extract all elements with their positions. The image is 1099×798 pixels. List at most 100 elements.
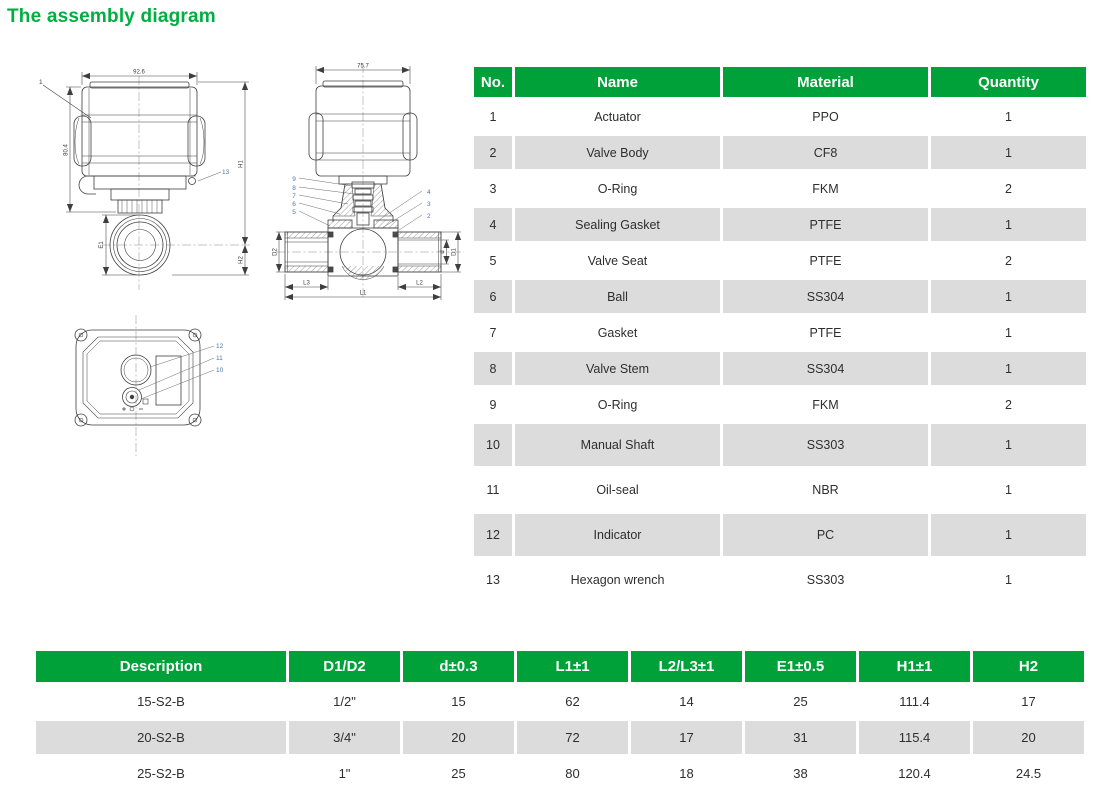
table-row: 25-S2-B 1" 25 80 18 38 120.4 24.5 — [36, 757, 1084, 790]
table-cell: 20-S2-B — [36, 721, 286, 754]
table-cell: Hexagon wrench — [515, 559, 720, 601]
top-view-leaders — [138, 345, 215, 400]
table-cell: 2 — [931, 244, 1086, 277]
table-cell: PPO — [723, 100, 928, 133]
table-cell: 3 — [474, 172, 512, 205]
table-cell: 13 — [474, 559, 512, 601]
dim-h2-label: H2 — [239, 256, 245, 264]
parts-table: No. Name Material Quantity 1 Actuator PPO 1… — [471, 64, 1089, 604]
table-cell: 3/4" — [289, 721, 400, 754]
table-cell: Valve Stem — [515, 352, 720, 385]
dims-header-l2l3: L2/L3±1 — [631, 651, 742, 682]
dims-header-d: d±0.3 — [403, 651, 514, 682]
callout-number: 12 — [216, 343, 224, 350]
table-cell: 2 — [931, 172, 1086, 205]
table-cell: 1 — [931, 280, 1086, 313]
table-cell: PTFE — [723, 208, 928, 241]
side-view-centerlines — [276, 64, 464, 299]
dim-l1-label: L1 — [360, 291, 367, 297]
table-cell: Indicator — [515, 514, 720, 556]
table-cell: 1/2" — [289, 685, 400, 718]
table-cell: 31 — [745, 721, 856, 754]
dim-d-label: d — [440, 250, 446, 253]
table-cell: 14 — [631, 685, 742, 718]
callout-number: 3 — [427, 201, 431, 208]
table-cell: 1 — [931, 352, 1086, 385]
table-cell: 25 — [403, 757, 514, 790]
table-cell: 25-S2-B — [36, 757, 286, 790]
table-cell: 1 — [931, 136, 1086, 169]
dims-header-h2: H2 — [973, 651, 1084, 682]
dims-header-d1d2: D1/D2 — [289, 651, 400, 682]
parts-header-name: Name — [515, 67, 720, 97]
table-row: 3 O-Ring FKM 2 — [474, 172, 1086, 205]
front-view-centerlines — [102, 76, 250, 290]
table-cell: PTFE — [723, 244, 928, 277]
table-cell: 2 — [931, 388, 1086, 421]
table-cell: 111.4 — [859, 685, 970, 718]
table-row: 6 Ball SS304 1 — [474, 280, 1086, 313]
table-cell: 17 — [631, 721, 742, 754]
table-cell: 1 — [931, 100, 1086, 133]
table-cell: 1 — [931, 316, 1086, 349]
front-view-labels: 92.6 80.4 H1 H2 E1 1 13 — [39, 70, 245, 264]
table-cell: 2 — [474, 136, 512, 169]
table-cell: Oil-seal — [515, 469, 720, 511]
table-cell: 8 — [474, 352, 512, 385]
table-cell: 1 — [931, 514, 1086, 556]
table-cell: 25 — [745, 685, 856, 718]
table-cell: 4 — [474, 208, 512, 241]
dim-l3-label: L3 — [303, 281, 310, 287]
parts-header-no: No. — [474, 67, 512, 97]
table-cell: SS304 — [723, 280, 928, 313]
table-cell: Gasket — [515, 316, 720, 349]
table-cell: 38 — [745, 757, 856, 790]
table-cell: PTFE — [723, 316, 928, 349]
table-cell: 1" — [289, 757, 400, 790]
dims-header-l1: L1±1 — [517, 651, 628, 682]
table-cell: Valve Seat — [515, 244, 720, 277]
callout-number: 6 — [292, 201, 296, 208]
dims-header-h1: H1±1 — [859, 651, 970, 682]
table-cell: 1 — [931, 424, 1086, 466]
table-cell: 115.4 — [859, 721, 970, 754]
callout-number: 7 — [292, 193, 296, 200]
table-cell: 5 — [474, 244, 512, 277]
table-cell: 11 — [474, 469, 512, 511]
parts-header-quantity: Quantity — [931, 67, 1086, 97]
side-section-view-drawing: 75.7 L3 L2 L1 D2 d D1 9 8 7 6 5 4 3 2 — [273, 64, 464, 301]
dim-l2-label: L2 — [416, 281, 423, 287]
side-view-dimensions — [275, 66, 462, 301]
callout-number: 8 — [292, 185, 296, 192]
dimensions-table: Description D1/D2 d±0.3 L1±1 L2/L3±1 E1±… — [33, 648, 1087, 793]
table-cell: 1 — [931, 559, 1086, 601]
dim-height-label: 80.4 — [64, 144, 70, 156]
front-view-outline — [73, 81, 206, 276]
table-cell: 15 — [403, 685, 514, 718]
top-view-outline — [74, 328, 202, 427]
side-view-labels: 75.7 L3 L2 L1 D2 d D1 9 8 7 6 5 4 3 2 — [273, 64, 458, 297]
table-cell: FKM — [723, 388, 928, 421]
table-row: 10 Manual Shaft SS303 1 — [474, 424, 1086, 466]
callout-number: 9 — [292, 176, 296, 183]
dim-width-label: 75.7 — [357, 64, 369, 70]
table-cell: Ball — [515, 280, 720, 313]
table-cell: 80 — [517, 757, 628, 790]
table-row: 15-S2-B 1/2" 15 62 14 25 111.4 17 — [36, 685, 1084, 718]
table-cell: FKM — [723, 172, 928, 205]
table-cell: 120.4 — [859, 757, 970, 790]
table-cell: 72 — [517, 721, 628, 754]
callout-number: 11 — [216, 355, 223, 362]
table-cell: O-Ring — [515, 172, 720, 205]
callout-number: 10 — [216, 367, 224, 374]
dimensions-table-body: 15-S2-B 1/2" 15 62 14 25 111.4 17 20-S2-B 3/4" 20 7… — [36, 685, 1084, 790]
table-row: 1 Actuator PPO 1 — [474, 100, 1086, 133]
table-cell: 1 — [931, 208, 1086, 241]
table-cell: 62 — [517, 685, 628, 718]
table-row: 5 Valve Seat PTFE 2 — [474, 244, 1086, 277]
dim-e1-label: E1 — [99, 241, 105, 249]
table-cell: 10 — [474, 424, 512, 466]
table-cell: 6 — [474, 280, 512, 313]
table-cell: NBR — [723, 469, 928, 511]
side-view-outline — [284, 80, 442, 280]
